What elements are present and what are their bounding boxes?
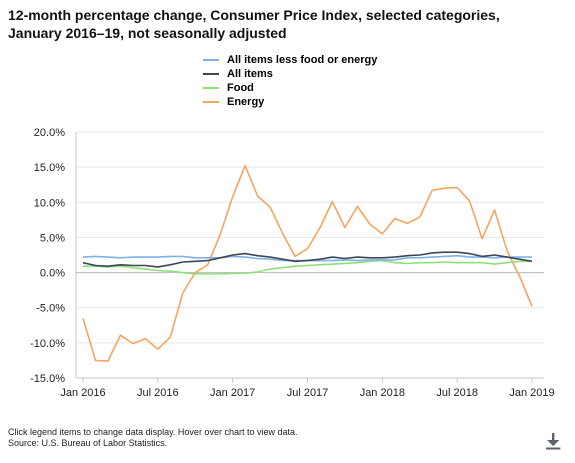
legend-swatch-all-items [203, 73, 219, 75]
x-tick-label: Jan 2016 [60, 387, 105, 399]
x-tick-label: Jul 2017 [287, 387, 329, 399]
legend-swatch-core [203, 59, 219, 61]
x-tick-label: Jan 2017 [210, 387, 255, 399]
y-tick-label: 20.0% [34, 127, 65, 139]
legend-swatch-food [203, 87, 219, 89]
x-tick-label: Jul 2018 [436, 387, 478, 399]
chart-title: 12-month percentage change, Consumer Pri… [8, 6, 568, 42]
footer-source: Source: U.S. Bureau of Labor Statistics. [8, 438, 168, 448]
legend-item-food[interactable]: Food [203, 81, 377, 95]
legend-swatch-energy [203, 101, 219, 103]
y-tick-label: 5.0% [40, 232, 65, 244]
legend-label-all-items: All items [227, 68, 273, 80]
chart-title-line-1: 12-month percentage change, Consumer Pri… [8, 7, 500, 23]
legend-item-core[interactable]: All items less food or energy [203, 53, 377, 67]
x-tick-label: Jul 2016 [137, 387, 179, 399]
series-line-food [83, 259, 532, 275]
legend-item-all-items[interactable]: All items [203, 67, 377, 81]
series-line-all-items [82, 251, 533, 268]
footer-note: Click legend items to change data displa… [8, 427, 298, 437]
y-tick-label: 10.0% [34, 197, 65, 209]
legend-item-energy[interactable]: Energy [203, 95, 377, 109]
x-tick-label: Jan 2018 [360, 387, 405, 399]
x-tick-label: Jan 2019 [509, 387, 554, 399]
chart-title-line-2: January 2016–19, not seasonally adjusted [8, 25, 287, 41]
series-line-energy [82, 164, 533, 362]
y-tick-label: -5.0% [36, 303, 65, 315]
footer: Click legend items to change data displa… [8, 427, 297, 449]
y-tick-label: 15.0% [34, 162, 65, 174]
y-tick-label: -15.0% [30, 373, 65, 385]
legend-label-energy: Energy [227, 96, 265, 108]
legend: All items less food or energy All items … [203, 53, 377, 109]
legend-label-core: All items less food or energy [227, 54, 378, 66]
y-tick-label: -10.0% [30, 338, 65, 350]
legend-label-food: Food [227, 82, 254, 94]
download-icon[interactable] [544, 432, 562, 450]
y-tick-label: 0.0% [40, 268, 65, 280]
